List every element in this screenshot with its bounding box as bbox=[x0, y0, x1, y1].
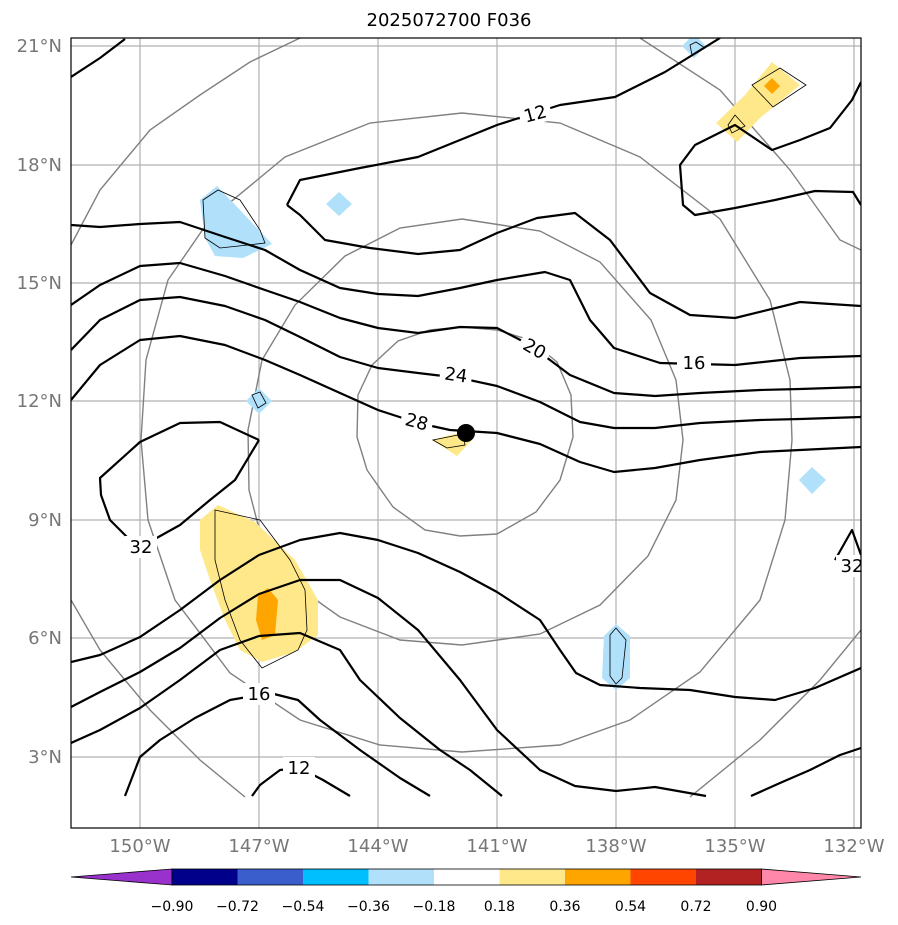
shade-blue-east bbox=[799, 467, 826, 494]
thick-contours bbox=[71, 38, 861, 798]
contour-line bbox=[286, 204, 861, 320]
lat-axis: 21°N 18°N 15°N 12°N 9°N 6°N 3°N bbox=[17, 36, 62, 768]
colorbar-tick-label: 0.90 bbox=[746, 899, 777, 915]
shade-blue-dot1 bbox=[326, 192, 352, 216]
shade-blue-nw bbox=[200, 186, 272, 258]
shade-yellow-sw bbox=[200, 505, 318, 662]
contour-line bbox=[71, 631, 503, 797]
colorbar-tick-label: 0.36 bbox=[549, 899, 580, 915]
shade-yellow-ne bbox=[716, 62, 800, 142]
colorbar-segment bbox=[434, 869, 500, 885]
lon-label: 147°W bbox=[228, 836, 289, 857]
lat-label: 18°N bbox=[17, 155, 62, 176]
contour-line bbox=[98, 420, 260, 541]
colorbar-tick-label: 0.54 bbox=[615, 899, 646, 915]
colorbar-segment bbox=[630, 869, 696, 885]
lat-label: 15°N bbox=[17, 273, 62, 294]
range-rings bbox=[71, 38, 861, 798]
shade-blue-top bbox=[682, 38, 706, 58]
contour-line bbox=[71, 295, 861, 430]
contour-line bbox=[71, 334, 861, 474]
contour-line bbox=[71, 578, 707, 798]
range-ring-outermost-4 bbox=[689, 629, 861, 798]
lat-label: 9°N bbox=[28, 510, 62, 531]
colorbar-segment bbox=[237, 869, 303, 885]
colorbar: −0.90 −0.72 −0.54 −0.36 −0.18 0.18 0.36 … bbox=[70, 868, 862, 915]
contour-line bbox=[834, 528, 861, 561]
lon-label: 141°W bbox=[466, 836, 527, 857]
colorbar-tick-label: −0.90 bbox=[151, 899, 194, 915]
colorbar-segment bbox=[499, 869, 565, 885]
range-ring-outer bbox=[140, 112, 793, 753]
contour-label: 16 bbox=[683, 353, 706, 374]
colorbar-tick-label: −0.18 bbox=[413, 899, 456, 915]
colorbar-segment bbox=[565, 869, 631, 885]
contour-label: 24 bbox=[443, 364, 469, 388]
contour-line bbox=[71, 38, 126, 78]
lon-label: 144°W bbox=[347, 836, 408, 857]
storm-center-marker bbox=[457, 424, 475, 442]
colorbar-extend-high bbox=[761, 868, 862, 886]
lat-label: 3°N bbox=[28, 747, 62, 768]
lon-label: 150°W bbox=[109, 836, 170, 857]
lat-label: 12°N bbox=[17, 391, 62, 412]
range-ring-middle bbox=[247, 218, 684, 646]
contour-label: 16 bbox=[248, 684, 271, 705]
range-ring-outermost-3 bbox=[71, 599, 246, 798]
contour-line bbox=[286, 38, 721, 206]
colorbar-tick-label: 0.72 bbox=[680, 899, 711, 915]
shade-blue-south bbox=[602, 624, 630, 690]
contour-line bbox=[123, 691, 431, 797]
shade-orange-sw bbox=[256, 588, 278, 640]
contour-label: 32 bbox=[841, 556, 864, 577]
colorbar-tick-label: −0.36 bbox=[347, 899, 390, 915]
lat-label: 6°N bbox=[28, 628, 62, 649]
lat-label: 21°N bbox=[17, 36, 62, 57]
shade-blue-dot2 bbox=[246, 388, 272, 414]
contour-line bbox=[71, 261, 861, 398]
colorbar-tick-label: 0.18 bbox=[484, 899, 515, 915]
lon-label: 132°W bbox=[823, 836, 884, 857]
map-frame bbox=[70, 37, 862, 829]
contour-line bbox=[134, 439, 260, 551]
colorbar-tick-label: −0.72 bbox=[216, 899, 259, 915]
colorbar-segment bbox=[368, 869, 434, 885]
shade-orange-ne bbox=[764, 78, 780, 94]
colorbar-segment bbox=[303, 869, 369, 885]
contour-line bbox=[750, 746, 861, 798]
contour-line bbox=[71, 531, 861, 702]
lon-label: 138°W bbox=[585, 836, 646, 857]
colorbar-extend-low bbox=[70, 868, 173, 886]
range-ring-outermost bbox=[71, 38, 301, 246]
contour-line bbox=[71, 220, 861, 367]
colorbar-segment bbox=[696, 869, 762, 885]
colorbar-tick-label: −0.54 bbox=[282, 899, 325, 915]
contour-label: 12 bbox=[288, 758, 311, 779]
lon-axis: 150°W 147°W 144°W 141°W 138°W 135°W 132°… bbox=[109, 836, 884, 857]
contour-label: 32 bbox=[130, 537, 153, 558]
colorbar-segment bbox=[172, 869, 238, 885]
map-title: 2025072700 F036 bbox=[366, 10, 532, 31]
contour-line bbox=[678, 81, 861, 217]
range-ring-inner bbox=[356, 326, 574, 537]
lon-label: 135°W bbox=[704, 836, 765, 857]
range-ring-outermost-2 bbox=[639, 38, 861, 251]
